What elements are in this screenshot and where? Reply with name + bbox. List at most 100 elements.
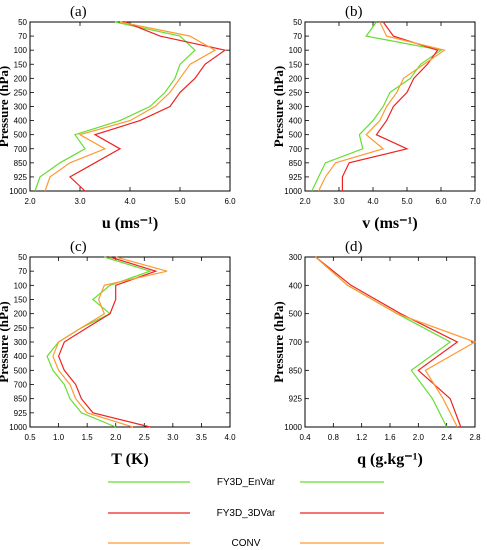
x-tick-label: 1.2	[356, 433, 368, 442]
y-tick-label: 250	[289, 88, 303, 97]
x-tick-label: 6.0	[224, 197, 236, 206]
y-tick-label: 100	[289, 46, 303, 55]
y-tick-label: 700	[289, 145, 303, 154]
panel-label: (a)	[70, 4, 87, 20]
y-tick-label: 850	[289, 159, 303, 168]
y-tick-label: 500	[14, 366, 28, 375]
x-tick-label: 3.0	[167, 433, 179, 442]
panel-label: (b)	[345, 4, 363, 20]
x-tick-label: 5.0	[401, 197, 413, 206]
legend-entry-fy3d-3dvar: FY3D_3DVar	[108, 508, 384, 519]
panels: 507010015020025030040050070085092510002.…	[0, 4, 481, 468]
y-tick-label: 250	[14, 88, 28, 97]
legend-label: FY3D_EnVar	[217, 477, 276, 488]
x-tick-label: 2.0	[110, 433, 122, 442]
panel-label: (d)	[345, 239, 363, 255]
y-tick-label: 300	[289, 103, 303, 112]
y-tick-label: 50	[293, 18, 302, 27]
panel-label: (c)	[70, 239, 87, 255]
y-tick-label: 50	[18, 18, 27, 27]
x-tick-label: 0.8	[328, 433, 340, 442]
series-line-conv	[318, 21, 446, 192]
x-tick-label: 5.0	[174, 197, 186, 206]
legend-entry-conv: CONV	[108, 538, 384, 549]
y-tick-label: 700	[14, 145, 28, 154]
plot-frame	[304, 21, 476, 192]
x-tick-label: 1.6	[384, 433, 396, 442]
series-line-fy3d-envar	[46, 256, 152, 428]
x-tick-label: 1.5	[82, 433, 94, 442]
x-tick-label: 7.0	[469, 197, 481, 206]
y-tick-label: 200	[14, 310, 28, 319]
y-axis-label: Pressure (hPa)	[0, 301, 11, 382]
y-tick-label: 100	[14, 281, 28, 290]
x-tick-label: 1.0	[53, 433, 65, 442]
y-tick-label: 500	[289, 310, 303, 319]
x-tick-label: 2.0	[299, 197, 311, 206]
chart-panel: 50 70 100 150 200 250 300 400 500 700 850 925 10000.…	[0, 239, 236, 468]
y-tick-label: 400	[289, 281, 303, 290]
y-tick-label: 925	[289, 173, 303, 182]
x-axis-label: u (ms⁻¹)	[102, 215, 158, 232]
y-tick-label: 400	[14, 117, 28, 126]
x-tick-label: 4.0	[124, 197, 136, 206]
y-tick-label: 70	[18, 32, 27, 41]
y-tick-label: 400	[14, 352, 28, 361]
series-line-fy3d-3dvar	[57, 256, 158, 428]
legend-label: CONV	[232, 538, 261, 549]
series-line-fy3d-envar	[311, 21, 443, 192]
x-tick-label: 2.0	[24, 197, 36, 206]
y-axis-label: Pressure (hPa)	[271, 301, 286, 382]
y-tick-label: 150	[14, 296, 28, 305]
y-tick-label: 300	[14, 103, 28, 112]
y-tick-label: 850	[14, 159, 28, 168]
chart-panel: 50 70 100 150 200 250 300 400 500 700 850 925 10002.…	[271, 4, 481, 232]
y-tick-label: 150	[14, 60, 28, 69]
y-tick-label: 200	[14, 74, 28, 83]
y-tick-label: 1000	[9, 187, 27, 196]
y-tick-label: 500	[289, 131, 303, 140]
series-line-conv	[44, 21, 217, 192]
x-tick-label: 2.5	[139, 433, 151, 442]
y-tick-label: 1000	[284, 187, 302, 196]
y-tick-label: 250	[14, 324, 28, 333]
y-tick-label: 400	[289, 117, 303, 126]
y-tick-label: 850	[14, 395, 28, 404]
y-axis-label: Pressure (hPa)	[0, 66, 11, 147]
y-tick-label: 150	[289, 60, 303, 69]
x-tick-label: 3.0	[333, 197, 345, 206]
series-line-fy3d-envar	[34, 21, 196, 192]
legend: FY3D_EnVar FY3D_3DVar CONV	[108, 477, 384, 549]
chart-panel: 50 70 100 150 200 250 300 400 500 700 850 925 10002.…	[0, 4, 236, 232]
x-tick-label: 2.8	[469, 433, 481, 442]
y-tick-label: 300	[14, 338, 28, 347]
y-tick-label: 1000	[9, 423, 27, 432]
x-tick-label: 6.0	[435, 197, 447, 206]
series-line-fy3d-envar	[315, 256, 452, 428]
plot-frame	[29, 256, 231, 428]
y-tick-label: 500	[14, 131, 28, 140]
y-tick-label: 70	[18, 267, 27, 276]
x-tick-label: 0.5	[24, 433, 36, 442]
plot-frame	[29, 21, 231, 192]
x-tick-label: 3.5	[196, 433, 208, 442]
y-tick-label: 200	[289, 74, 303, 83]
x-tick-label: 2.4	[441, 433, 453, 442]
y-tick-label: 70	[293, 32, 302, 41]
y-tick-label: 700	[289, 338, 303, 347]
legend-entry-fy3d-envar: FY3D_EnVar	[108, 477, 384, 488]
x-tick-label: 4.0	[367, 197, 379, 206]
x-axis-label: T (K)	[111, 451, 148, 468]
x-tick-label: 0.4	[299, 433, 311, 442]
series-line-conv	[52, 256, 168, 428]
y-tick-label: 700	[14, 381, 28, 390]
series-line-fy3d-3dvar	[341, 21, 439, 191]
y-tick-label: 925	[14, 409, 28, 418]
x-axis-label: q (g.kg⁻¹)	[357, 451, 423, 468]
y-tick-label: 925	[289, 395, 303, 404]
series-line-fy3d-3dvar	[315, 256, 462, 428]
x-tick-label: 2.0	[413, 433, 425, 442]
y-tick-label: 100	[14, 46, 28, 55]
